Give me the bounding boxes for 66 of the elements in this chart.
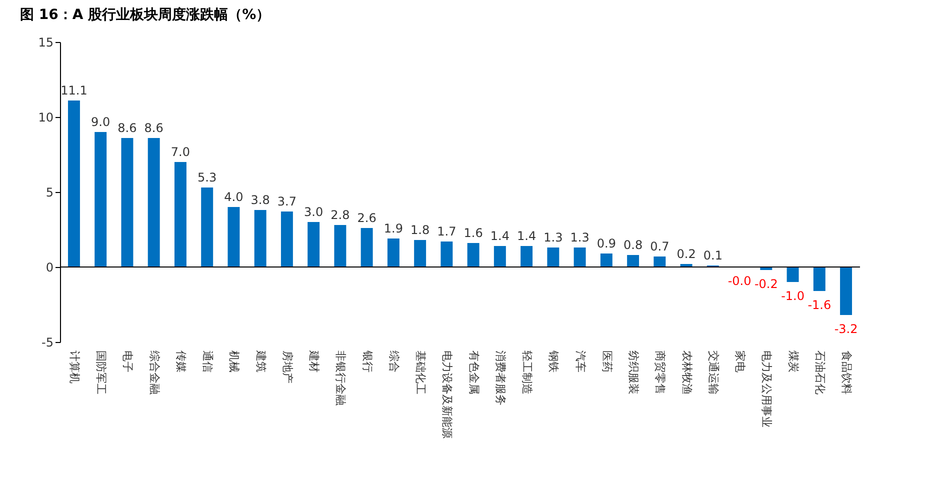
x-tick-label: 纺织服装 [627,350,640,394]
data-label: -1.0 [781,289,804,303]
chart-title: 图 16：A 股行业板块周度涨跌幅（%） [20,6,270,23]
x-tick-label: 电力及公用事业 [760,350,774,428]
data-label: 0.8 [624,238,643,252]
x-tick-label: 石油石化 [813,350,826,394]
data-label: 1.7 [437,224,456,238]
data-label: 1.3 [544,230,563,244]
data-label: 8.6 [144,121,164,135]
data-label: 1.9 [384,222,403,236]
data-label: 0.1 [703,248,722,262]
x-tick-label: 通信 [201,350,214,372]
x-tick-label: 基础化工 [414,350,428,394]
y-tick-label: 0 [46,260,54,274]
x-tick-label: 综合金融 [148,350,161,394]
data-label: 0.2 [676,247,696,261]
data-label: 8.6 [118,121,137,135]
data-label: -3.2 [834,322,858,336]
x-tick-label: 家电 [734,350,747,372]
x-tick-label: 食品饮料 [840,350,854,394]
data-label: 2.6 [357,211,376,225]
data-label: -0.0 [728,274,752,288]
x-tick-label: 消费者服务 [494,350,507,406]
y-tick-label: -5 [42,336,54,350]
x-tick-label: 建材 [308,350,321,372]
x-tick-label: 有色金属 [467,350,480,394]
data-label: -0.2 [754,277,778,291]
x-tick-label: 钢铁 [547,350,560,372]
data-label: 1.8 [410,223,430,237]
y-tick-label: 5 [46,186,54,200]
data-label: 11.1 [60,84,88,98]
data-label: 1.6 [464,226,483,240]
x-tick-label: 机械 [228,350,241,372]
x-tick-label: 建筑 [254,350,268,372]
x-tick-label: 农林牧渔 [680,350,694,394]
data-label: 3.8 [250,193,270,207]
data-label: -1.6 [808,298,832,312]
x-tick-label: 电子 [121,350,134,372]
x-tick-label: 非银行金融 [334,350,348,406]
y-tick-label: 15 [38,36,54,50]
y-tick-label: 10 [38,110,54,124]
data-label: 3.7 [277,194,296,208]
data-label: 1.4 [517,229,536,243]
data-label: 5.3 [198,170,217,184]
x-tick-label: 轻工制造 [520,350,534,394]
x-tick-label: 计算机 [68,350,81,384]
x-tick-label: 传媒 [174,350,188,372]
x-tick-label: 交通运输 [706,350,720,394]
data-label: 1.4 [490,229,510,243]
data-label: 1.3 [570,230,590,244]
data-label: 0.9 [596,236,616,250]
data-label: 9.0 [91,115,110,129]
data-label: 2.8 [330,208,350,222]
x-tick-label: 银行 [360,350,374,372]
x-tick-label: 商贸零售 [654,350,667,394]
x-tick-label: 房地产 [280,350,294,384]
data-label: 7.0 [170,145,190,159]
x-tick-label: 煤炭 [786,350,800,372]
x-tick-label: 电力设备及新能源 [440,350,454,438]
data-label: 0.7 [650,240,670,254]
x-tick-label: 医药 [600,350,614,372]
x-tick-label: 国防军工 [94,350,108,394]
data-label: 3.0 [304,205,324,219]
data-label: 4.0 [224,190,244,204]
x-tick-label: 汽车 [574,350,587,372]
x-tick-label: 综合 [387,350,400,372]
